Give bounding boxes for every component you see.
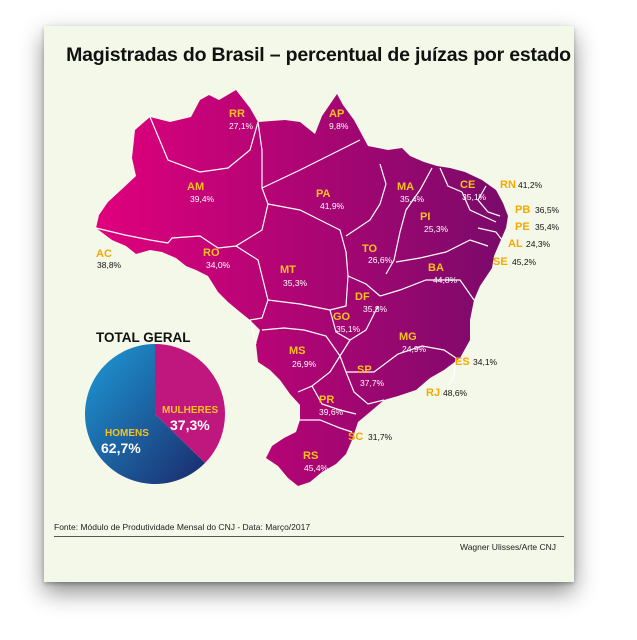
state-value-es: 34,1%	[473, 357, 498, 367]
state-code-mt: MT	[280, 264, 296, 276]
state-value-pr: 39,6%	[319, 407, 344, 417]
page-title: Magistradas do Brasil – percentual de ju…	[66, 44, 571, 66]
state-code-rr: RR	[229, 108, 245, 120]
state-code-pa: PA	[316, 188, 331, 200]
state-code-pe: PE	[515, 221, 530, 233]
total-pie: HOMENS 62,7% MULHERES 37,3%	[85, 344, 225, 484]
state-code-pr: PR	[319, 394, 334, 406]
state-value-go: 35,1%	[336, 324, 361, 334]
state-value-ap: 9,8%	[329, 121, 349, 131]
state-code-pi: PI	[420, 211, 430, 223]
credit: Wagner Ulisses/Arte CNJ	[460, 542, 557, 552]
state-code-ac: AC	[96, 248, 112, 260]
state-borders	[95, 116, 503, 433]
state-value-mt: 35,3%	[283, 278, 308, 288]
state-value-rj: 48,6%	[443, 388, 468, 398]
pie-slice-women	[155, 344, 225, 463]
pie-slice-men	[85, 344, 206, 484]
pie-label-women: MULHERES	[162, 405, 218, 416]
state-value-pi: 25,3%	[424, 224, 449, 234]
state-code-sc: SC	[348, 431, 363, 443]
state-value-ba: 44,8%	[433, 275, 458, 285]
state-code-rn: RN	[500, 179, 516, 191]
footer-divider	[54, 536, 564, 537]
state-code-es: ES	[455, 356, 470, 368]
state-value-am: 39,4%	[190, 194, 215, 204]
state-code-ba: BA	[428, 262, 444, 274]
state-value-rs: 45,4%	[304, 463, 329, 473]
state-value-sp: 37,7%	[360, 378, 385, 388]
state-code-go: GO	[333, 311, 351, 323]
state-value-ro: 34,0%	[206, 260, 231, 270]
state-value-mg: 24,9%	[402, 344, 427, 354]
source-note: Fonte: Módulo de Produtividade Mensal do…	[54, 522, 311, 532]
state-value-ms: 26,9%	[292, 359, 317, 369]
total-title: TOTAL GERAL	[96, 330, 191, 345]
state-value-sc: 31,7%	[368, 432, 393, 442]
state-value-al: 24,3%	[526, 239, 551, 249]
state-code-se: SE	[493, 256, 508, 268]
pie-value-men: 62,7%	[101, 440, 141, 456]
state-value-rn: 41,2%	[518, 180, 543, 190]
state-value-pa: 41,9%	[320, 201, 345, 211]
state-code-pb: PB	[515, 204, 530, 216]
state-code-ce: CE	[460, 179, 475, 191]
brazil-outline	[96, 90, 508, 486]
state-value-pe: 35,4%	[535, 222, 560, 232]
state-code-ma: MA	[397, 181, 414, 193]
pie-label-men: HOMENS	[105, 428, 149, 439]
state-code-to: TO	[362, 243, 378, 255]
state-code-df: DF	[355, 291, 370, 303]
state-value-rr: 27,1%	[229, 121, 254, 131]
state-value-ma: 35,4%	[400, 194, 425, 204]
state-code-rs: RS	[303, 450, 318, 462]
state-code-sp: SP	[357, 364, 372, 376]
state-value-to: 26,6%	[368, 255, 393, 265]
state-value-ce: 35,1%	[462, 192, 487, 202]
state-value-se: 45,2%	[512, 257, 537, 267]
state-code-rj: RJ	[426, 387, 440, 399]
state-value-ac: 38,8%	[97, 260, 122, 270]
state-code-mg: MG	[399, 331, 417, 343]
state-code-ap: AP	[329, 108, 344, 120]
state-code-ro: RO	[203, 247, 220, 259]
state-code-al: AL	[508, 238, 523, 250]
pie-value-women: 37,3%	[170, 417, 210, 433]
state-value-pb: 36,5%	[535, 205, 560, 215]
state-code-ms: MS	[289, 345, 306, 357]
state-value-df: 35,8%	[363, 304, 388, 314]
state-code-am: AM	[187, 181, 204, 193]
